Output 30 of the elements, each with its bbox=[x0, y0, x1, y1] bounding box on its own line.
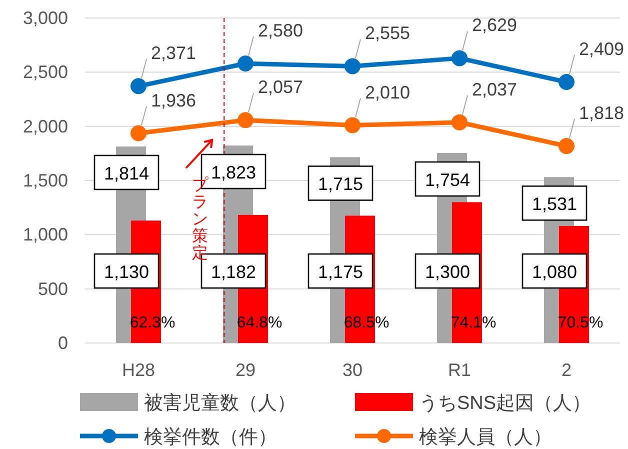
data-label: 1,130 bbox=[104, 262, 150, 282]
x-tick-label: 29 bbox=[235, 360, 256, 380]
data-label: 1,823 bbox=[210, 162, 256, 183]
legend-label: うちSNS起因（人） bbox=[419, 393, 592, 414]
data-label: 2,629 bbox=[472, 15, 518, 36]
x-tick-label: 2 bbox=[561, 360, 572, 380]
data-label: 2,057 bbox=[258, 77, 304, 98]
data-label: 1,936 bbox=[150, 90, 196, 110]
annotation: プラン策定 bbox=[192, 176, 210, 262]
data-label: 1,715 bbox=[318, 174, 364, 194]
data-label: 1,182 bbox=[210, 262, 256, 282]
legend-label: 検挙件数（件） bbox=[144, 426, 277, 448]
data-label: 2,371 bbox=[150, 43, 196, 64]
x-tick-label: H28 bbox=[122, 360, 156, 380]
data-label: 2,037 bbox=[472, 79, 518, 100]
x-tick-label: 30 bbox=[342, 360, 363, 380]
data-label: 1,531 bbox=[532, 194, 578, 214]
data-label: 1,080 bbox=[532, 262, 578, 282]
data-label: 1,175 bbox=[318, 262, 364, 282]
x-tick-label: R1 bbox=[448, 360, 472, 380]
data-label: 2,555 bbox=[364, 23, 410, 44]
data-label: 2,580 bbox=[258, 20, 304, 40]
data-label: 2,010 bbox=[364, 82, 410, 102]
data-label: 1,818 bbox=[578, 103, 624, 124]
legend-label: 被害児童数（人） bbox=[144, 392, 296, 414]
legend-label: 検挙人員（人） bbox=[419, 426, 552, 448]
data-label: 1,814 bbox=[104, 163, 150, 184]
data-label: 2,409 bbox=[578, 39, 624, 60]
data-label: 1,300 bbox=[424, 262, 470, 282]
data-label: 1,754 bbox=[424, 170, 470, 190]
